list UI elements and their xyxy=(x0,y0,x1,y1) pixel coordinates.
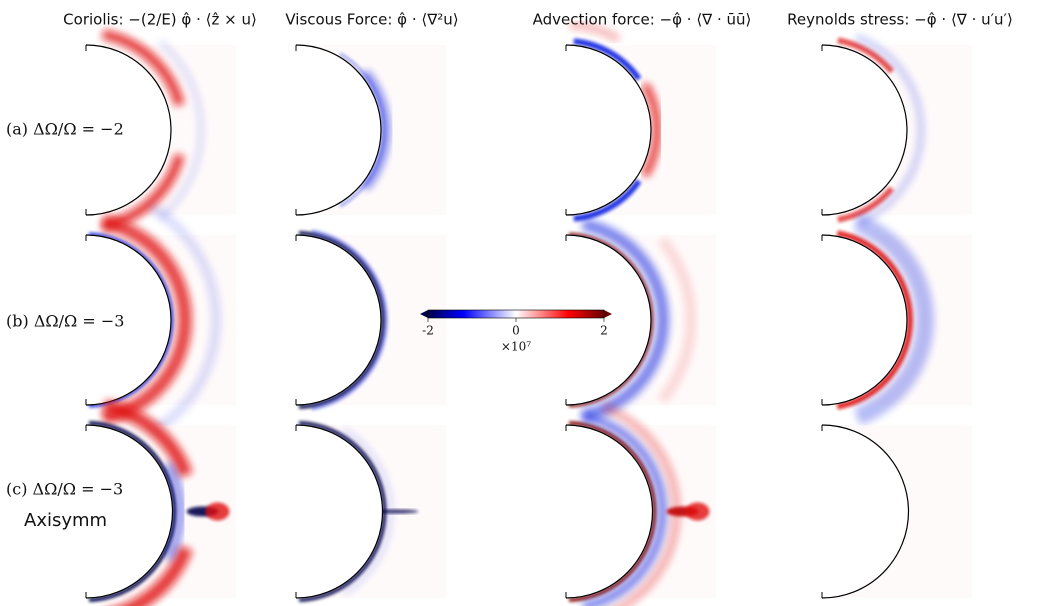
field-band xyxy=(311,229,388,411)
sphere-boundary xyxy=(295,424,384,599)
sphere-boundary xyxy=(85,234,172,406)
field-band xyxy=(837,37,895,74)
sphere-boundary xyxy=(85,424,174,599)
field-band xyxy=(641,82,661,178)
row-label: (c) ΔΩ/Ω = −3 xyxy=(6,480,123,499)
colorbar-tick-label: -2 xyxy=(422,324,434,338)
field-band xyxy=(298,231,385,409)
field-band xyxy=(854,34,924,226)
panels xyxy=(84,21,972,606)
colorbar-extend xyxy=(604,310,612,318)
colorbar: ×10⁷ -2 0 2 xyxy=(420,309,612,354)
sphere-boundary xyxy=(565,44,652,216)
colorbar-tick-label: 0 xyxy=(512,324,520,338)
field-jet xyxy=(205,502,230,521)
field-band xyxy=(569,21,621,43)
sphere-mask xyxy=(84,45,171,215)
field-band xyxy=(361,69,390,191)
field-band xyxy=(573,179,642,222)
colorbar-gradient xyxy=(428,310,604,318)
column-title: Reynolds stress: −φ̂ · ⟨∇ · u′u′⟩ xyxy=(787,11,1013,29)
sphere-boundary xyxy=(565,424,654,599)
row-note: Axisymm xyxy=(24,510,107,531)
colorbar-extend xyxy=(420,310,428,318)
sphere-mask xyxy=(564,425,653,598)
sphere-mask xyxy=(820,425,909,598)
field-band xyxy=(573,38,642,81)
field-band xyxy=(89,421,177,602)
field-band xyxy=(157,39,204,221)
field-band xyxy=(116,545,193,606)
field-band xyxy=(582,412,667,606)
field-band xyxy=(339,52,386,208)
field-band xyxy=(836,230,913,410)
sphere-mask xyxy=(84,425,173,598)
sphere-mask xyxy=(294,425,383,598)
column-title: Coriolis: −(2/E) φ̂ · ⟨ẑ × u⟩ xyxy=(63,11,257,29)
sphere-mask xyxy=(820,45,907,215)
field-band xyxy=(568,232,654,408)
sphere-boundary xyxy=(821,44,908,216)
field-jet xyxy=(685,502,710,521)
sphere-mask xyxy=(84,235,171,405)
field-band xyxy=(569,421,657,602)
sphere-mask xyxy=(564,235,651,405)
field-band xyxy=(837,186,895,223)
field-band xyxy=(101,29,185,107)
colorbar-multiplier: ×10⁷ xyxy=(501,340,531,354)
field-band xyxy=(148,203,221,437)
sphere-boundary xyxy=(821,234,908,406)
sphere-mask xyxy=(820,235,907,405)
sphere-boundary xyxy=(821,424,910,599)
row-label: (b) ΔΩ/Ω = −3 xyxy=(6,312,124,331)
sphere-boundary xyxy=(85,44,172,216)
column-title: Viscous Force: φ̂ · ⟨∇²u⟩ xyxy=(285,11,458,29)
sphere-boundary xyxy=(295,44,382,216)
sphere-mask xyxy=(294,45,381,215)
sphere-boundary xyxy=(295,234,382,406)
field-band xyxy=(88,232,174,408)
colorbar-tick-label: 2 xyxy=(600,324,608,338)
column-title: Advection force: −φ̂ · ⟨∇ · ūū⟩ xyxy=(533,11,752,29)
field-band xyxy=(581,218,669,422)
sphere-mask xyxy=(564,45,651,215)
field-band xyxy=(103,399,193,478)
row-label: (a) ΔΩ/Ω = −2 xyxy=(6,120,124,139)
field-jet xyxy=(374,509,419,514)
sphere-mask xyxy=(294,235,381,405)
sphere-boundary xyxy=(565,234,652,406)
field-band xyxy=(657,236,696,404)
field-band xyxy=(164,462,185,561)
field-band xyxy=(101,215,192,425)
field-band xyxy=(854,214,934,426)
